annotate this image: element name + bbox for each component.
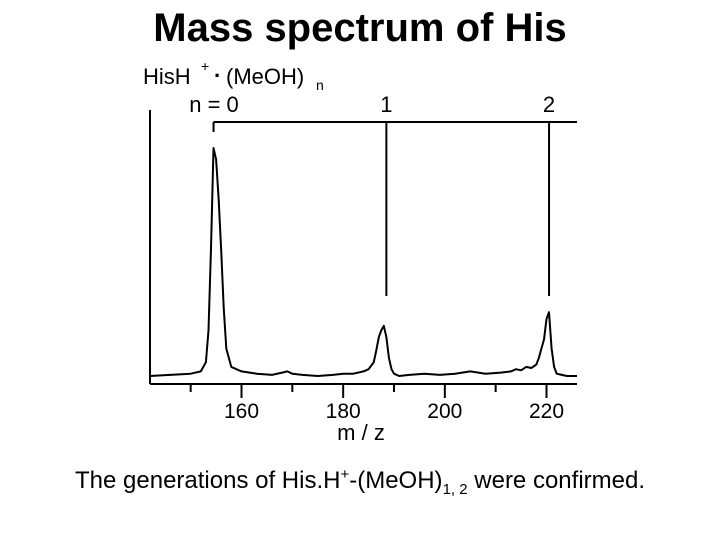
caption-charge: +: [340, 466, 350, 483]
x-tick-label: 180: [326, 400, 361, 423]
assignment-label-0: n = 0: [189, 92, 239, 117]
species-label-subscript: n: [316, 77, 324, 93]
species-label-charge: +: [201, 58, 209, 74]
caption-subscript: 1, 2: [442, 480, 468, 498]
x-tick-label: 160: [224, 400, 259, 423]
x-axis-label: m / z: [337, 420, 385, 445]
species-label-base: HisH: [143, 64, 191, 89]
x-tick-label: 220: [529, 400, 564, 423]
assignment-label-1: 1: [380, 92, 392, 117]
assignment-label-2: 2: [543, 92, 555, 117]
species-label-dot: ·: [214, 63, 221, 88]
species-label-solvent: (MeOH): [226, 64, 304, 89]
x-tick-label: 200: [427, 400, 462, 423]
caption-suffix: were confirmed.: [467, 467, 645, 494]
caption-middle: -(MeOH): [349, 467, 443, 494]
spectrum-trace: [149, 147, 577, 377]
slide-title: Mass spectrum of His: [153, 6, 567, 50]
slide-caption: The generations of His.H+-(MeOH)1, 2 wer…: [0, 466, 720, 498]
caption-prefix: The generations of His.H: [75, 467, 341, 494]
